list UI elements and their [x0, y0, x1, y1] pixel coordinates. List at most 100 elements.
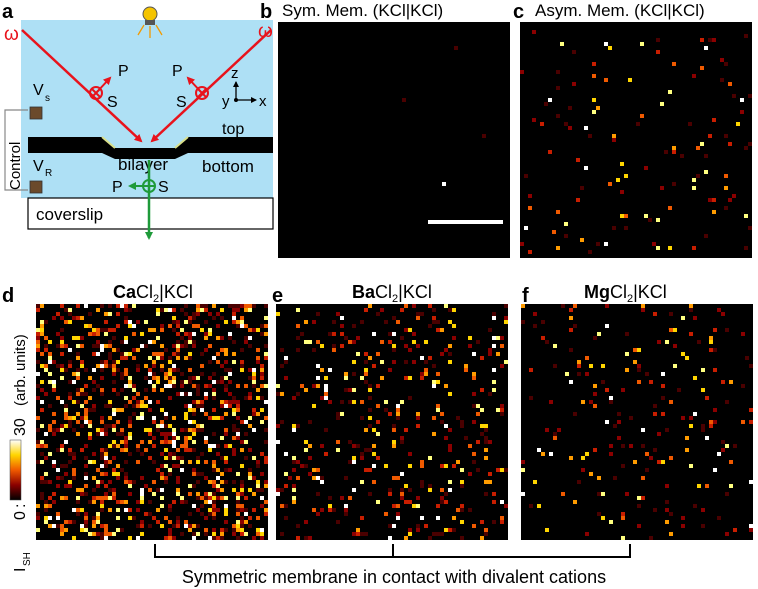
pixel — [92, 408, 96, 412]
pixel — [152, 492, 156, 496]
pixel — [448, 444, 452, 448]
electrode-s — [29, 106, 43, 120]
pixel — [388, 524, 392, 528]
pixel — [452, 516, 456, 520]
pixel — [372, 480, 376, 484]
pixel — [324, 384, 328, 388]
pixel — [152, 416, 156, 420]
pixel — [128, 376, 132, 380]
pixel — [80, 360, 84, 364]
pixel — [40, 304, 44, 308]
panel-d-title: CaCl2|KCl — [113, 282, 193, 305]
pixel — [112, 348, 116, 352]
pixel — [124, 472, 128, 476]
pixel — [100, 472, 104, 476]
pixel — [276, 492, 280, 496]
pixel — [220, 336, 224, 340]
pixel — [192, 384, 196, 388]
pixel — [440, 412, 444, 416]
pixel — [84, 400, 88, 404]
pixel — [724, 206, 728, 210]
pixel — [681, 516, 685, 520]
pixel — [400, 472, 404, 476]
pixel — [553, 436, 557, 440]
pixel — [580, 238, 584, 242]
pixel — [48, 360, 52, 364]
pixel — [428, 304, 432, 308]
pixel — [76, 388, 80, 392]
pixel — [456, 416, 460, 420]
pixel — [669, 400, 673, 404]
pixel — [144, 428, 148, 432]
pixel — [128, 424, 132, 428]
pixel — [104, 404, 108, 408]
pixel — [637, 524, 641, 528]
axis-triad: z y x — [222, 65, 267, 110]
pixel — [140, 476, 144, 480]
pixel — [460, 480, 464, 484]
pixel — [504, 316, 508, 320]
pixel — [712, 210, 716, 214]
pixel — [689, 332, 693, 336]
colorbar: 30 (arb. units) 0 : I SH — [9, 334, 33, 572]
pixel — [160, 328, 164, 332]
pixel — [372, 428, 376, 432]
pixel — [104, 496, 108, 500]
pixel — [176, 476, 180, 480]
pixel — [521, 468, 525, 472]
pixel — [348, 340, 352, 344]
pixel — [236, 308, 240, 312]
pixel — [88, 312, 92, 316]
pixel — [244, 384, 248, 388]
pixel — [621, 388, 625, 392]
pixel — [172, 456, 176, 460]
pixel — [396, 412, 400, 416]
pixel — [444, 348, 448, 352]
pixel — [72, 372, 76, 376]
pixel — [56, 468, 60, 472]
pixel — [472, 452, 476, 456]
pixel — [136, 500, 140, 504]
pixel — [404, 536, 408, 540]
pixel — [104, 472, 108, 476]
pixel — [564, 222, 568, 226]
pixel — [204, 500, 208, 504]
pixel — [705, 484, 709, 488]
pixel — [96, 512, 100, 516]
pixel — [228, 332, 232, 336]
pixel — [36, 348, 40, 352]
pixel — [80, 424, 84, 428]
pixel — [60, 364, 64, 368]
pixel — [725, 444, 729, 448]
pixel — [236, 436, 240, 440]
pixel — [244, 496, 248, 500]
pixel — [236, 404, 240, 408]
pixel — [176, 324, 180, 328]
pixel — [160, 368, 164, 372]
pixel — [108, 444, 112, 448]
pixel — [60, 528, 64, 532]
pixel — [348, 496, 352, 500]
pixel — [380, 340, 384, 344]
pixel — [581, 456, 585, 460]
pixel — [312, 384, 316, 388]
pixel — [256, 464, 260, 468]
pixel — [392, 424, 396, 428]
pixel — [168, 324, 172, 328]
pixel — [364, 532, 368, 536]
pixel — [124, 384, 128, 388]
pixel — [216, 312, 220, 316]
pixel — [108, 328, 112, 332]
pixel — [616, 178, 620, 182]
pixel — [589, 364, 593, 368]
pixel — [48, 424, 52, 428]
pixel — [116, 348, 120, 352]
pixel — [36, 416, 40, 420]
pixel — [164, 464, 168, 468]
pixel — [168, 372, 172, 376]
pixel — [232, 408, 236, 412]
pixel — [36, 440, 40, 444]
pixel — [308, 420, 312, 424]
pixel — [96, 480, 100, 484]
aqueous-medium — [21, 20, 273, 198]
